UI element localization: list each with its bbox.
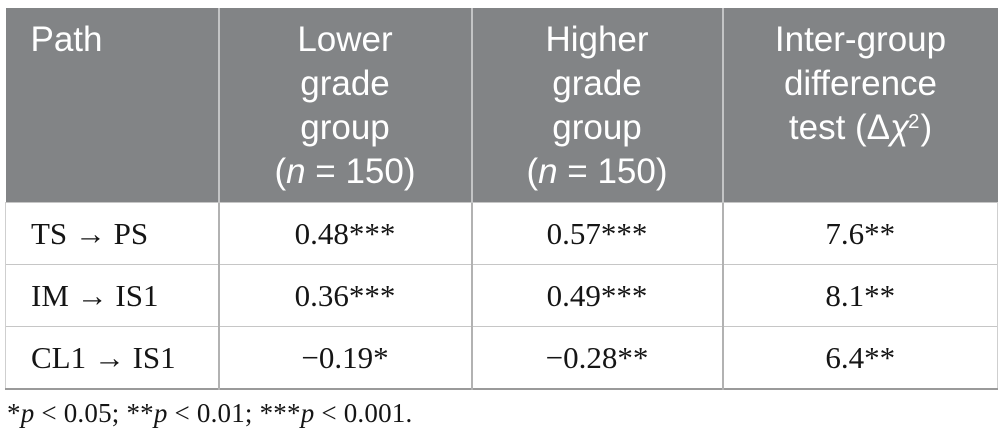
threshold: < 0.01; [167, 398, 260, 428]
header-higher-line1: Higher [545, 20, 649, 59]
header-higher-sample-size: (n = 150) [479, 150, 716, 194]
cell-higher-coefficient: −0.28** [470, 326, 723, 389]
header-diff-chi-square: test (Δχ2) [730, 106, 992, 155]
cell-difference-test: 6.4** [721, 326, 998, 389]
cell-difference-test: 8.1** [721, 264, 998, 327]
chi-squared-exponent: 2 [908, 110, 920, 133]
significance-footnote: *p < 0.05; **p < 0.01; ***p < 0.001. [7, 398, 997, 429]
table-body: TS → PS 0.48*** 0.57*** 7.6** IM → IS1 0… [5, 202, 998, 389]
paper-table-figure: Path Lower grade group (n = 150) Higher … [5, 8, 998, 429]
cell-lower-coefficient: −0.19* [217, 326, 472, 389]
cell-path: TS → PS [5, 202, 219, 265]
paren-close: ) [920, 108, 933, 147]
cell-lower-coefficient: 0.48*** [217, 202, 472, 265]
path-coefficients-table: Path Lower grade group (n = 150) Higher … [5, 8, 998, 390]
header-cell-higher-grade-group: Higher grade group (n = 150) [470, 8, 723, 203]
cell-difference-test: 7.6** [721, 202, 998, 265]
paren-open: ( [526, 152, 539, 191]
footnote-part-p01: **p < 0.01; [126, 398, 259, 428]
header-cell-intergroup-difference: Inter-group difference test (Δχ2) [721, 8, 998, 203]
threshold: < 0.05; [34, 398, 127, 428]
header-lower-line3: group [300, 108, 390, 147]
header-cell-lower-grade-group: Lower grade group (n = 150) [217, 8, 472, 203]
header-cell-path: Path [5, 8, 219, 203]
header-lower-line1: Lower [297, 20, 393, 59]
cell-higher-coefficient: 0.49*** [470, 264, 723, 327]
n-symbol: n [286, 152, 306, 191]
test-label: test ( [788, 108, 867, 147]
p-symbol: p [20, 398, 35, 428]
cell-path: CL1 → IS1 [5, 326, 219, 389]
stars: * [7, 398, 21, 428]
n-value: = 150) [305, 152, 416, 191]
header-diff-line1: Inter-group [774, 20, 947, 59]
delta-symbol: Δ [866, 108, 891, 147]
p-symbol: p [300, 398, 315, 428]
table-header: Path Lower grade group (n = 150) Higher … [5, 8, 998, 203]
header-higher-line2: grade [552, 64, 642, 103]
cell-higher-coefficient: 0.57*** [470, 202, 723, 265]
header-higher-line3: group [552, 108, 642, 147]
header-row: Path Lower grade group (n = 150) Higher … [5, 8, 998, 203]
footnote-part-p001: ***p < 0.001. [260, 398, 413, 428]
header-diff-line2: difference [783, 64, 938, 103]
cell-lower-coefficient: 0.36*** [217, 264, 472, 327]
stars: *** [259, 398, 301, 428]
p-symbol: p [153, 398, 168, 428]
footnote-part-p05: *p < 0.05; [7, 398, 126, 428]
table-row: TS → PS 0.48*** 0.57*** 7.6** [5, 202, 998, 265]
header-lower-line2: grade [300, 64, 390, 103]
chi-symbol: χ [890, 108, 910, 147]
paren-open: ( [274, 152, 287, 191]
table-row: CL1 → IS1 −0.19* −0.28** 6.4** [5, 326, 998, 389]
cell-path: IM → IS1 [5, 264, 219, 327]
threshold: < 0.001. [314, 398, 413, 428]
table-row: IM → IS1 0.36*** 0.49*** 8.1** [5, 264, 998, 327]
header-path-label: Path [30, 20, 103, 59]
n-symbol: n [538, 152, 558, 191]
n-value: = 150) [557, 152, 668, 191]
stars: ** [126, 398, 154, 428]
header-lower-sample-size: (n = 150) [226, 150, 465, 194]
